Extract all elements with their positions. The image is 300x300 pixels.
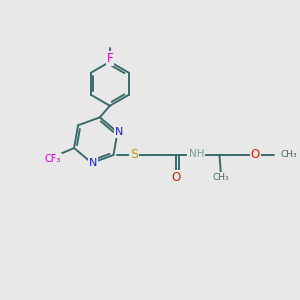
Text: F: F	[106, 52, 113, 65]
Text: CH₃: CH₃	[280, 151, 297, 160]
Text: O: O	[250, 148, 260, 161]
Text: NH: NH	[189, 148, 204, 159]
Text: S: S	[130, 148, 138, 161]
Text: CF₃: CF₃	[44, 154, 61, 164]
Text: N: N	[115, 127, 123, 137]
Text: CH₃: CH₃	[213, 173, 229, 182]
Text: O: O	[171, 171, 181, 184]
Text: N: N	[89, 158, 98, 169]
